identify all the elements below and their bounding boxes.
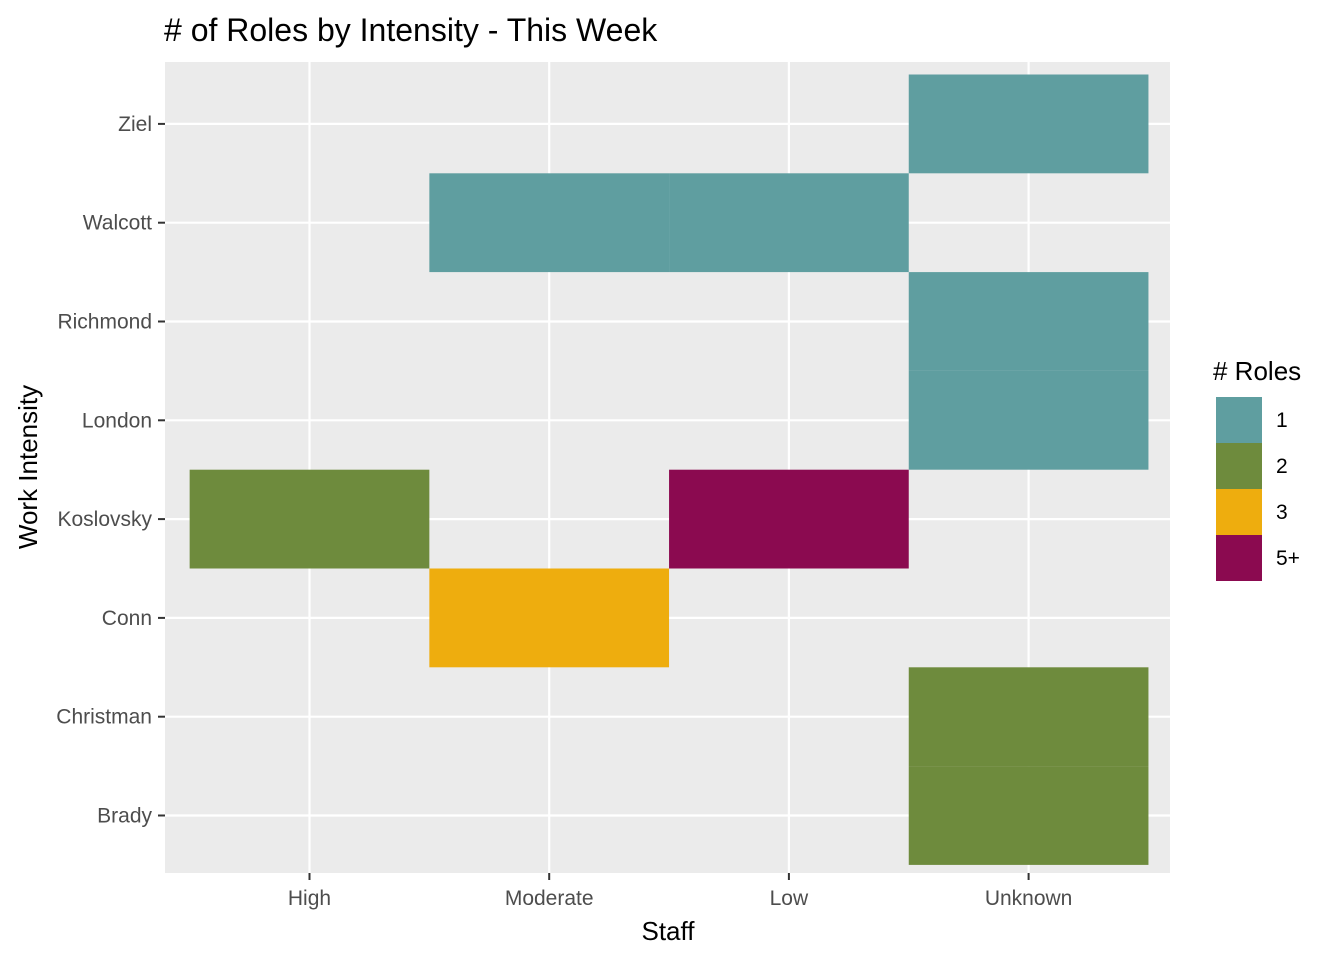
legend-label: 5+ — [1276, 547, 1300, 570]
legend-label: 3 — [1276, 501, 1288, 524]
x-tick-label: Moderate — [505, 887, 594, 910]
tile — [669, 469, 909, 569]
legend-title: # Roles — [1213, 356, 1301, 386]
tile — [908, 766, 1149, 865]
legend-key — [1216, 397, 1262, 443]
x-axis-title: Staff — [641, 916, 695, 946]
chart-title: # of Roles by Intensity - This Week — [164, 12, 658, 48]
tile — [908, 272, 1149, 371]
tile — [189, 469, 430, 569]
y-axis-title: Work Intensity — [13, 385, 43, 549]
y-tick-label: Walcott — [83, 212, 152, 235]
tile — [429, 173, 670, 273]
y-tick-label: Conn — [102, 607, 152, 630]
legend-label: 1 — [1276, 409, 1288, 432]
tile — [908, 370, 1149, 470]
y-tick-label: Ziel — [118, 113, 152, 136]
legend-key — [1216, 535, 1262, 581]
legend-label: 2 — [1276, 455, 1288, 478]
y-tick-label: London — [82, 409, 152, 432]
legend: # Roles 1 2 3 5+ — [1213, 356, 1301, 581]
x-tick-label: High — [288, 887, 331, 910]
tile — [908, 74, 1149, 174]
x-tick-label: Low — [770, 887, 809, 910]
legend-key — [1216, 489, 1262, 535]
tile — [908, 667, 1149, 767]
tile — [429, 568, 670, 668]
legend-key — [1216, 443, 1262, 489]
y-tick-label: Richmond — [57, 311, 152, 334]
y-tick-label: Christman — [56, 706, 152, 729]
y-axis: Brady Christman Conn Koslovsky London Richmon… — [56, 113, 165, 828]
y-tick-label: Brady — [97, 805, 152, 828]
tiles — [189, 74, 1149, 865]
tile — [669, 173, 909, 273]
x-axis: High Moderate Low Unknown — [288, 873, 1072, 910]
y-tick-label: Koslovsky — [57, 508, 152, 531]
x-tick-label: Unknown — [985, 887, 1073, 910]
